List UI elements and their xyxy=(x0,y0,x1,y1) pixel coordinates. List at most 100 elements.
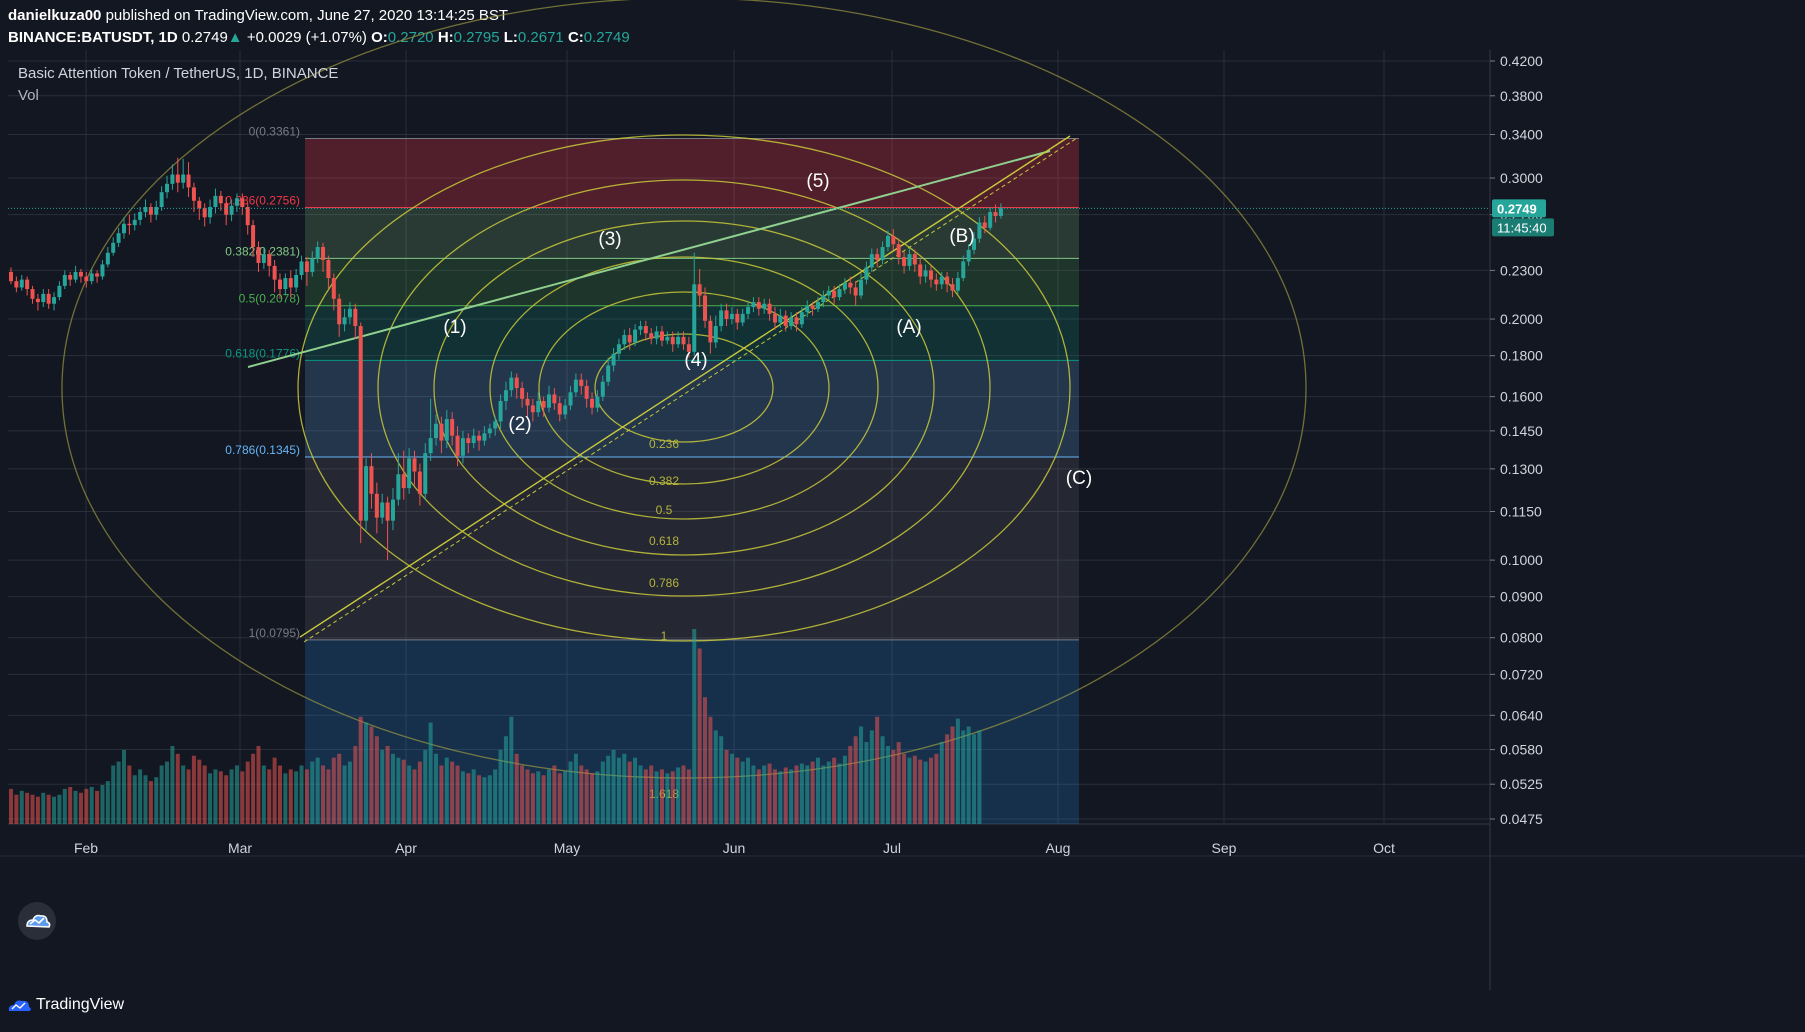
wave-label: (B) xyxy=(949,226,974,247)
candle-body xyxy=(794,317,799,325)
candle-body xyxy=(175,174,180,183)
volume-bar xyxy=(536,771,541,824)
fib-level-label: 1(0.0795) xyxy=(249,626,300,640)
resistance-trendline xyxy=(247,150,1051,368)
candle-body xyxy=(138,212,143,220)
candle-body xyxy=(977,222,982,239)
tradingview-cloud-icon xyxy=(8,1000,31,1011)
candle-body xyxy=(789,317,794,327)
price-tick-label: 0.0900 xyxy=(1500,589,1543,605)
volume-bar xyxy=(428,722,433,824)
volume-bar xyxy=(547,769,551,824)
volume-bar xyxy=(713,730,718,824)
volume-bar xyxy=(955,718,960,824)
candle-body xyxy=(84,276,89,282)
candle-body xyxy=(541,401,546,408)
candle-body xyxy=(697,284,702,296)
candle-body xyxy=(213,195,218,208)
volume-bar xyxy=(659,769,664,824)
candle-body xyxy=(783,315,788,327)
volume-bar xyxy=(186,769,191,824)
volume-bar xyxy=(423,749,428,824)
candle-body xyxy=(503,390,508,402)
last-price: 0.2749 xyxy=(181,29,228,46)
fib-circle-label: 0.382 xyxy=(649,474,679,488)
candle-body xyxy=(294,274,299,288)
volume-bar xyxy=(116,761,121,824)
volume-legend[interactable]: Vol xyxy=(18,87,39,104)
candle-body xyxy=(347,308,352,318)
time-tick-label: Feb xyxy=(74,840,98,856)
candle-body xyxy=(315,247,320,259)
volume-bar xyxy=(681,765,686,824)
candle-body xyxy=(208,207,213,218)
volume-bar xyxy=(590,773,595,824)
fib-extension-zone xyxy=(305,639,1079,824)
candle-body xyxy=(686,344,691,352)
high-value: 0.2795 xyxy=(453,29,500,46)
legend-title[interactable]: Basic Attention Token / TetherUS, 1D, BI… xyxy=(18,65,339,82)
candle-body xyxy=(105,252,110,265)
low-value: 0.2671 xyxy=(517,29,564,46)
tradingview-logo-badge[interactable] xyxy=(18,902,56,940)
volume-bar xyxy=(643,769,648,824)
volume-bar xyxy=(412,769,417,824)
volume-bar xyxy=(568,761,573,824)
volume-bar xyxy=(57,794,62,824)
volume-bar xyxy=(902,753,907,824)
time-tick-label: Jul xyxy=(883,840,901,856)
candle-body xyxy=(100,264,105,277)
fib-circle-label: 0.618 xyxy=(649,534,679,548)
candle-body xyxy=(708,320,713,343)
volume-bar xyxy=(482,777,487,824)
volume-bar xyxy=(132,775,137,824)
volume-bar xyxy=(288,769,293,824)
countdown-badge xyxy=(1492,218,1554,237)
volume-bar xyxy=(138,769,143,824)
volume-bar xyxy=(826,761,831,824)
volume-bar xyxy=(331,757,336,824)
candle-body xyxy=(810,305,815,309)
candle-body xyxy=(181,174,186,183)
candle-body xyxy=(945,276,950,285)
candle-body xyxy=(837,289,842,298)
candle-body xyxy=(568,392,573,406)
volume-bar xyxy=(708,716,713,824)
time-tick-label: May xyxy=(554,840,580,856)
fib-circle xyxy=(297,134,1071,642)
volume-bar xyxy=(514,753,519,824)
volume-bar xyxy=(520,765,525,824)
candle-body xyxy=(848,282,853,288)
volume-bar xyxy=(573,753,578,824)
candle-body xyxy=(606,365,611,382)
candle-body xyxy=(444,419,449,441)
volume-bar xyxy=(692,629,697,824)
volume-bar xyxy=(816,757,820,824)
volume-bar xyxy=(875,716,880,824)
volume-bar xyxy=(724,749,729,824)
fib-circle-label: 1.618 xyxy=(649,787,679,801)
candle-body xyxy=(600,381,605,397)
fib-level-label: 0.382(0.2381) xyxy=(225,244,300,258)
candle-body xyxy=(821,295,826,303)
volume-bar xyxy=(218,771,223,824)
candle-body xyxy=(579,379,584,386)
volume-bar xyxy=(703,697,708,824)
volume-bar xyxy=(407,765,412,824)
price-tick-label: 0.3000 xyxy=(1500,170,1543,186)
candle-body xyxy=(842,282,847,290)
volume-bar xyxy=(611,749,616,824)
time-tick-label: Mar xyxy=(228,840,252,856)
candle-body xyxy=(299,261,304,275)
price-change: +0.0029 (+1.07%) xyxy=(246,29,367,46)
author-name[interactable]: danielkuza00 xyxy=(8,7,102,24)
volume-bar xyxy=(396,757,401,824)
candle-body xyxy=(143,207,148,213)
candle-body xyxy=(972,238,977,250)
price-chart[interactable]: 0.42000.38000.34000.30000.27000.23000.20… xyxy=(0,0,1805,990)
candle-body xyxy=(30,289,35,299)
candle-body xyxy=(358,326,363,521)
candle-body xyxy=(885,235,890,248)
volume-bar xyxy=(918,759,923,824)
footer-brand[interactable]: TradingView xyxy=(36,996,125,1013)
